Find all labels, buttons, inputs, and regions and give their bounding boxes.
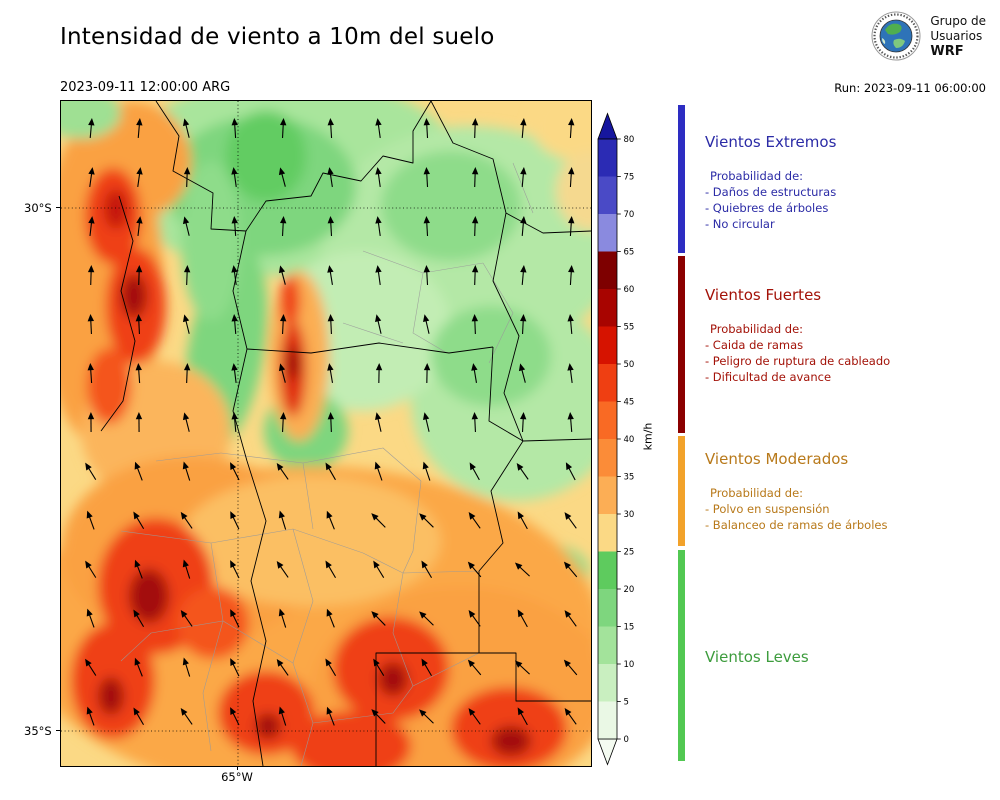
legend-prob-label: Probabilidad de: [710, 322, 804, 336]
colorbar-segment-55-60 [598, 289, 617, 327]
colorbar-tick-label: 45 [624, 398, 635, 408]
colorbar-segments [598, 139, 617, 740]
legend-title-fuertes: Vientos Fuertes [705, 286, 822, 304]
legend-vientos-moderados: Vientos Moderados Probabilidad de: - Pol… [678, 436, 887, 546]
colorbar-segment-35-40 [598, 439, 617, 477]
colorbar-tick-label: 15 [624, 623, 635, 633]
globe-icon [871, 11, 921, 61]
legend-title-leves: Vientos Leves [705, 648, 809, 666]
legend-bar-leves [678, 550, 685, 761]
province-boundaries [100, 101, 591, 766]
colorbar-tick-label: 80 [624, 135, 635, 145]
legend-item: - Quiebres de árboles [705, 201, 829, 215]
legend-title-extremos: Vientos Extremos [705, 133, 837, 151]
colorbar-tick-label: 75 [624, 173, 635, 183]
lat-label-35s: 35°S [24, 724, 52, 738]
lat-tick-30s [56, 207, 60, 208]
department-boundaries [120, 162, 534, 766]
colorbar-over-arrow [597, 112, 618, 140]
wind-map [60, 100, 592, 767]
colorbar-tick-label: 50 [624, 360, 635, 370]
legend-item: - Peligro de ruptura de cableado [705, 354, 891, 368]
page-title: Intensidad de viento a 10m del suelo [60, 24, 495, 50]
legend-item: - Dificultad de avance [705, 370, 832, 384]
lat-tick-35s [56, 730, 60, 731]
colorbar-segment-5-10 [598, 664, 617, 702]
legend-bar-extremos [678, 105, 685, 253]
legend-bar-fuertes [678, 256, 685, 433]
colorbar-tick-label: 30 [624, 510, 635, 520]
legend-vientos-leves: Vientos Leves [678, 550, 809, 761]
colorbar-tick-label: 25 [624, 548, 635, 558]
colorbar-segment-65-70 [598, 214, 617, 252]
lon-tick-65w [237, 766, 238, 770]
wind-speed-field [61, 101, 591, 766]
legend-item: - No circular [705, 217, 775, 231]
colorbar-segment-20-25 [598, 551, 617, 590]
colorbar-segment-60-65 [598, 251, 617, 290]
legend-bar-moderados [678, 436, 685, 546]
wrf-logo: Grupo de Usuarios WRF [870, 10, 986, 62]
colorbar-tick-label: 0 [624, 735, 629, 745]
colorbar-segment-40-45 [598, 401, 617, 440]
colorbar-tick-label: 20 [624, 585, 635, 595]
colorbar-segment-45-50 [598, 364, 617, 402]
legend-item: - Daños de estructuras [705, 185, 837, 199]
logo-line1: Grupo de [930, 13, 986, 28]
colorbar-tick-label: 65 [624, 248, 635, 258]
colorbar-segment-30-35 [598, 476, 617, 515]
colorbar-under-arrow [597, 738, 618, 766]
wind-map-canvas [61, 101, 591, 766]
lat-label-30s: 30°S [24, 201, 52, 215]
colorbar-tick-label: 55 [624, 323, 635, 333]
legend-vientos-fuertes: Vientos Fuertes Probabilidad de: - Caida… [678, 256, 890, 433]
colorbar-segment-75-80 [598, 139, 617, 177]
colorbar-tick-label: 60 [624, 285, 635, 295]
colorbar-tick-label: 5 [624, 698, 629, 708]
logo-line3: WRF [930, 43, 964, 59]
legend-item: - Balanceo de ramas de árboles [705, 518, 888, 532]
legend-prob-label: Probabilidad de: [710, 486, 804, 500]
colorbar-segment-15-20 [598, 589, 617, 627]
colorbar-segment-70-75 [598, 176, 617, 215]
legend-item: - Caida de ramas [705, 338, 804, 352]
colorbar-tick-label: 70 [624, 210, 635, 220]
legend-vientos-extremos: Vientos Extremos Probabilidad de: - Daño… [678, 105, 836, 253]
colorbar-segment-50-55 [598, 326, 617, 365]
colorbar-segment-10-15 [598, 626, 617, 665]
colorbar-segment-0-5 [598, 701, 617, 740]
legend-prob-label: Probabilidad de: [710, 169, 804, 183]
logo-text: Grupo de Usuarios WRF [930, 14, 986, 59]
legend-title-moderados: Vientos Moderados [705, 450, 849, 468]
logo-line2: Usuarios [930, 28, 983, 43]
colorbar-segment-25-30 [598, 514, 617, 552]
legend-item: - Polvo en suspensión [705, 502, 830, 516]
colorbar-tick-label: 35 [624, 473, 635, 483]
colorbar-unit-label: km/h [641, 422, 655, 451]
colorbar-tick-label: 10 [624, 660, 635, 670]
lon-label-65w: 65°W [221, 770, 253, 784]
colorbar-tick-label: 40 [624, 435, 635, 445]
run-time-label: Run: 2023-09-11 06:00:00 [834, 81, 986, 95]
valid-time-label: 2023-09-11 12:00:00 ARG [60, 80, 231, 95]
